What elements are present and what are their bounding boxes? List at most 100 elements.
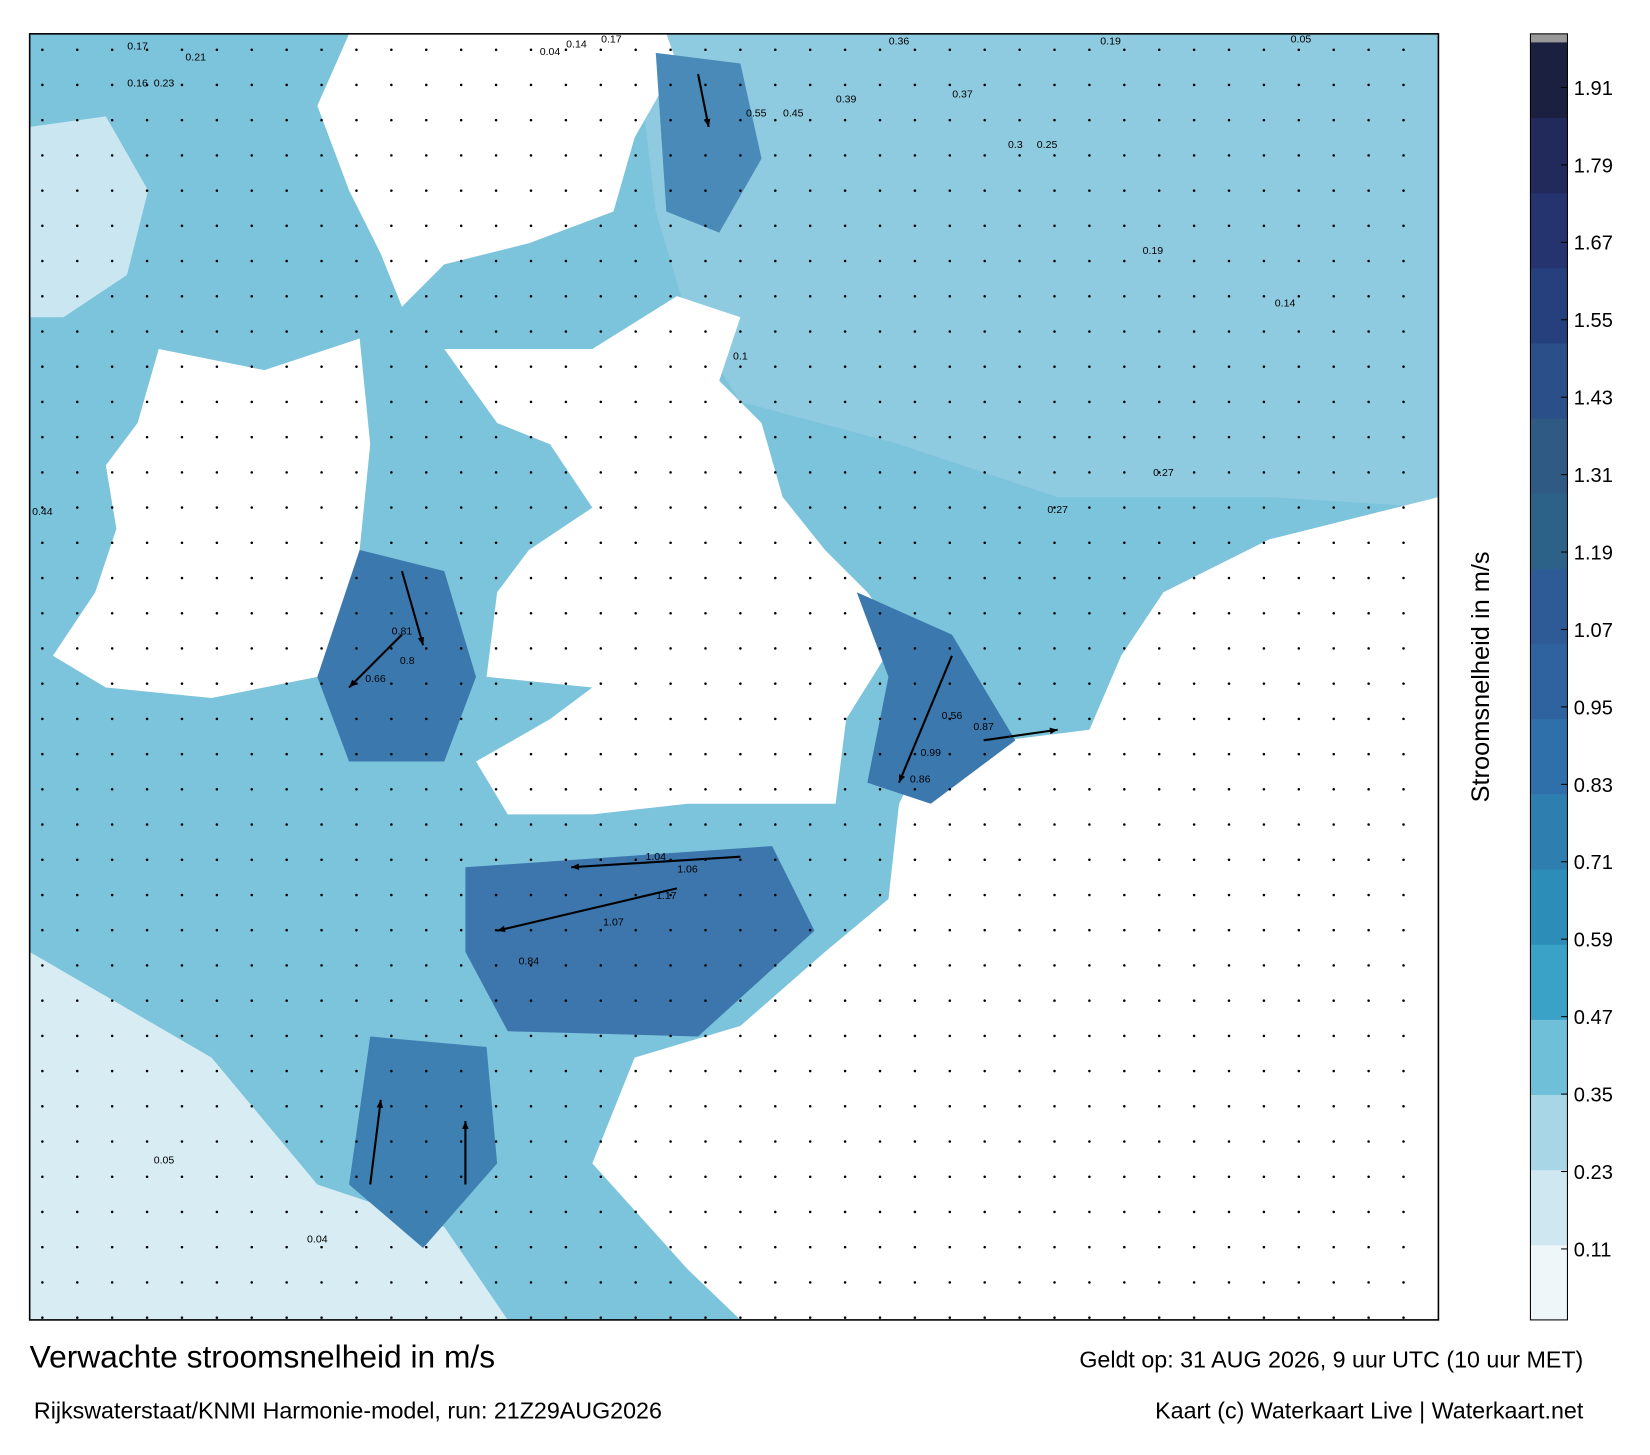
- colorbar-tick-label: 0.11: [1574, 1239, 1612, 1261]
- grid-dot: [704, 788, 707, 791]
- grid-dot: [983, 611, 986, 615]
- speed-label: 1.04: [645, 851, 666, 863]
- grid-dot: [1367, 682, 1370, 685]
- grid-dot: [355, 541, 358, 545]
- grid-dot: [1053, 154, 1056, 157]
- grid-dot: [110, 365, 114, 368]
- speed-label: 0.37: [952, 88, 973, 100]
- grid-dot: [1053, 928, 1056, 932]
- grid-dot: [1088, 83, 1091, 87]
- grid-dot: [564, 1316, 568, 1319]
- map-frame: [28, 33, 1440, 1321]
- grid-dot: [180, 1245, 184, 1249]
- grid-dot: [983, 1105, 986, 1108]
- grid-dot: [1297, 541, 1301, 545]
- grid-dot: [250, 506, 254, 509]
- speed-label: 0.14: [1275, 298, 1296, 310]
- grid-dot: [1157, 893, 1161, 897]
- colorbar: 0.110.230.350.470.590.710.830.951.071.19…: [1529, 33, 1613, 1321]
- grid-dot: [774, 788, 777, 791]
- grid-dot: [599, 118, 603, 122]
- grid-dot: [669, 189, 672, 192]
- speed-label: 0.84: [519, 956, 540, 968]
- grid-dot: [669, 1316, 672, 1319]
- grid-dot: [1053, 1316, 1056, 1319]
- grid-dot: [1088, 611, 1091, 615]
- grid-dot: [1053, 576, 1056, 580]
- grid-dot: [1192, 1281, 1196, 1284]
- colorbar-tick-label: 1.67: [1574, 233, 1613, 255]
- grid-dot: [425, 330, 428, 333]
- grid-dot: [913, 1105, 917, 1108]
- grid-dot: [390, 1245, 393, 1249]
- grid-dot: [1018, 1105, 1021, 1108]
- grid-dot: [1297, 471, 1301, 474]
- grid-dot: [1053, 1069, 1056, 1073]
- grid-dot: [250, 330, 254, 333]
- grid-dot: [1332, 118, 1335, 122]
- grid-dot: [1157, 999, 1161, 1002]
- deep-channel: [856, 592, 1016, 804]
- grid-dot: [529, 471, 533, 474]
- grid-dot: [1402, 1105, 1405, 1108]
- grid-dot: [1332, 365, 1335, 368]
- grid-dot: [948, 1245, 952, 1249]
- grid-dot: [110, 893, 114, 897]
- grid-dot: [948, 224, 952, 228]
- grid-dot: [1053, 294, 1056, 298]
- grid-dot: [145, 717, 149, 721]
- grid-dot: [843, 1281, 847, 1284]
- grid-dot: [494, 224, 498, 228]
- grid-dot: [774, 365, 777, 368]
- grid-dot: [390, 1140, 393, 1143]
- grid-dot: [215, 471, 219, 474]
- grid-dot: [215, 48, 219, 51]
- grid-dot: [285, 365, 288, 368]
- grid-dot: [75, 471, 79, 474]
- grid-dot: [1367, 154, 1370, 157]
- grid-dot: [1227, 1281, 1231, 1284]
- grid-dot: [1157, 1210, 1161, 1214]
- grid-dot: [1297, 858, 1301, 862]
- grid-dot: [1157, 400, 1161, 404]
- grid-dot: [913, 1140, 917, 1143]
- grid-dot: [704, 259, 707, 263]
- grid-dot: [529, 435, 533, 439]
- grid-dot: [739, 1034, 742, 1038]
- grid-dot: [110, 964, 114, 967]
- grid-dot: [390, 435, 393, 439]
- grid-dot: [739, 717, 742, 721]
- grid-dot: [634, 471, 637, 474]
- grid-dot: [1227, 1316, 1231, 1319]
- grid-dot: [1157, 154, 1161, 157]
- grid-dot: [425, 611, 428, 615]
- grid-dot: [1157, 858, 1161, 862]
- speed-label: 1.17: [656, 890, 677, 902]
- grid-dot: [180, 1316, 184, 1319]
- grid-dot: [145, 506, 149, 509]
- speed-label: 0.05: [1291, 33, 1312, 45]
- grid-dot: [634, 717, 637, 721]
- grid-dot: [529, 294, 533, 298]
- grid-dot: [739, 506, 742, 509]
- grid-dot: [494, 435, 498, 439]
- grid-dot: [1018, 435, 1021, 439]
- grid-dot: [704, 48, 707, 51]
- grid-dot: [1332, 1210, 1335, 1214]
- grid-dot: [913, 964, 917, 967]
- grid-dot: [250, 576, 254, 580]
- grid-dot: [739, 435, 742, 439]
- grid-dot: [110, 823, 114, 826]
- grid-dot: [669, 259, 672, 263]
- grid-dot: [355, 224, 358, 228]
- grid-dot: [1297, 48, 1301, 51]
- grid-dot: [1402, 752, 1405, 756]
- grid-dot: [145, 259, 149, 263]
- grid-dot: [390, 611, 393, 615]
- grid-dot: [983, 48, 986, 51]
- grid-dot: [285, 118, 288, 122]
- grid-dot: [774, 717, 777, 721]
- grid-dot: [913, 365, 917, 368]
- grid-dot: [1088, 1316, 1091, 1319]
- grid-dot: [425, 1316, 428, 1319]
